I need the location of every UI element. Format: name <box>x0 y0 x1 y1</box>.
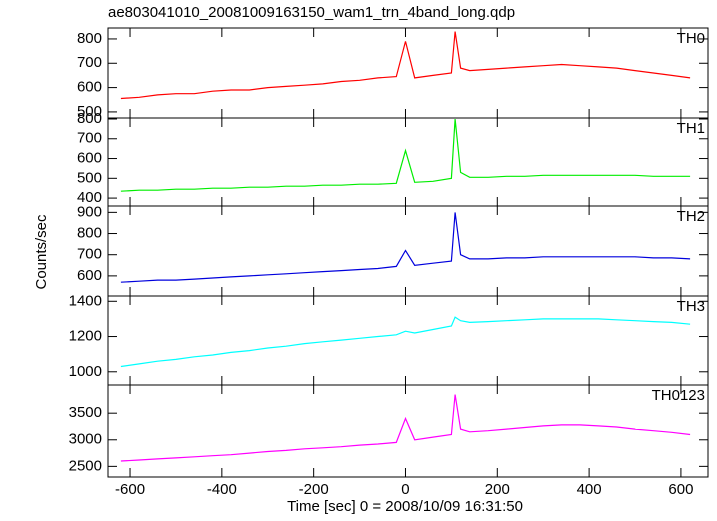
panel-frame <box>107 205 709 297</box>
y-tick-label: 500 <box>77 169 102 186</box>
y-tick-label: 600 <box>77 150 102 167</box>
y-tick-label: 1000 <box>69 363 102 380</box>
legend-label: TH1 <box>677 120 705 137</box>
y-tick-label: 900 <box>77 203 102 220</box>
y-tick-label: 800 <box>77 224 102 241</box>
x-tick-label: 400 <box>577 481 602 498</box>
legend-label: TH3 <box>677 298 705 315</box>
y-tick-label: 500 <box>77 103 102 120</box>
y-tick-label: 600 <box>77 267 102 284</box>
y-tick-label: 800 <box>77 110 102 127</box>
panel-frame <box>107 295 709 386</box>
x-tick-label: 200 <box>485 481 510 498</box>
y-tick-label: 700 <box>77 130 102 147</box>
data-line <box>120 394 691 462</box>
legend-label: TH2 <box>677 208 705 225</box>
y-tick-label: 2500 <box>69 457 102 474</box>
x-tick-label: -400 <box>207 481 237 498</box>
y-tick-label: 400 <box>77 189 102 206</box>
y-tick-label: 1200 <box>69 328 102 345</box>
data-line <box>120 118 691 192</box>
panel-frame <box>107 117 709 207</box>
y-tick-label: 3500 <box>69 404 102 421</box>
legend-label: TH0 <box>677 30 705 47</box>
data-line <box>120 212 691 283</box>
y-axis-label: Counts/sec <box>33 214 50 290</box>
chart-title: ae803041010_20081009163150_wam1_trn_4ban… <box>108 4 515 21</box>
x-axis-label: Time [sec] 0 = 2008/10/09 16:31:50 <box>287 498 523 515</box>
panel-frame <box>107 27 709 119</box>
y-tick-label: 1400 <box>69 292 102 309</box>
panel-frame <box>107 384 709 478</box>
x-tick-label: -200 <box>299 481 329 498</box>
data-line <box>120 316 691 368</box>
legend-label: TH0123 <box>652 387 705 404</box>
y-tick-label: 700 <box>77 54 102 71</box>
x-tick-label: 600 <box>668 481 693 498</box>
y-tick-label: 3000 <box>69 431 102 448</box>
data-line <box>120 31 691 100</box>
x-tick-label: -600 <box>115 481 145 498</box>
y-tick-label: 700 <box>77 246 102 263</box>
y-tick-label: 800 <box>77 30 102 47</box>
x-tick-label: 0 <box>401 481 409 498</box>
y-tick-label: 600 <box>77 79 102 96</box>
